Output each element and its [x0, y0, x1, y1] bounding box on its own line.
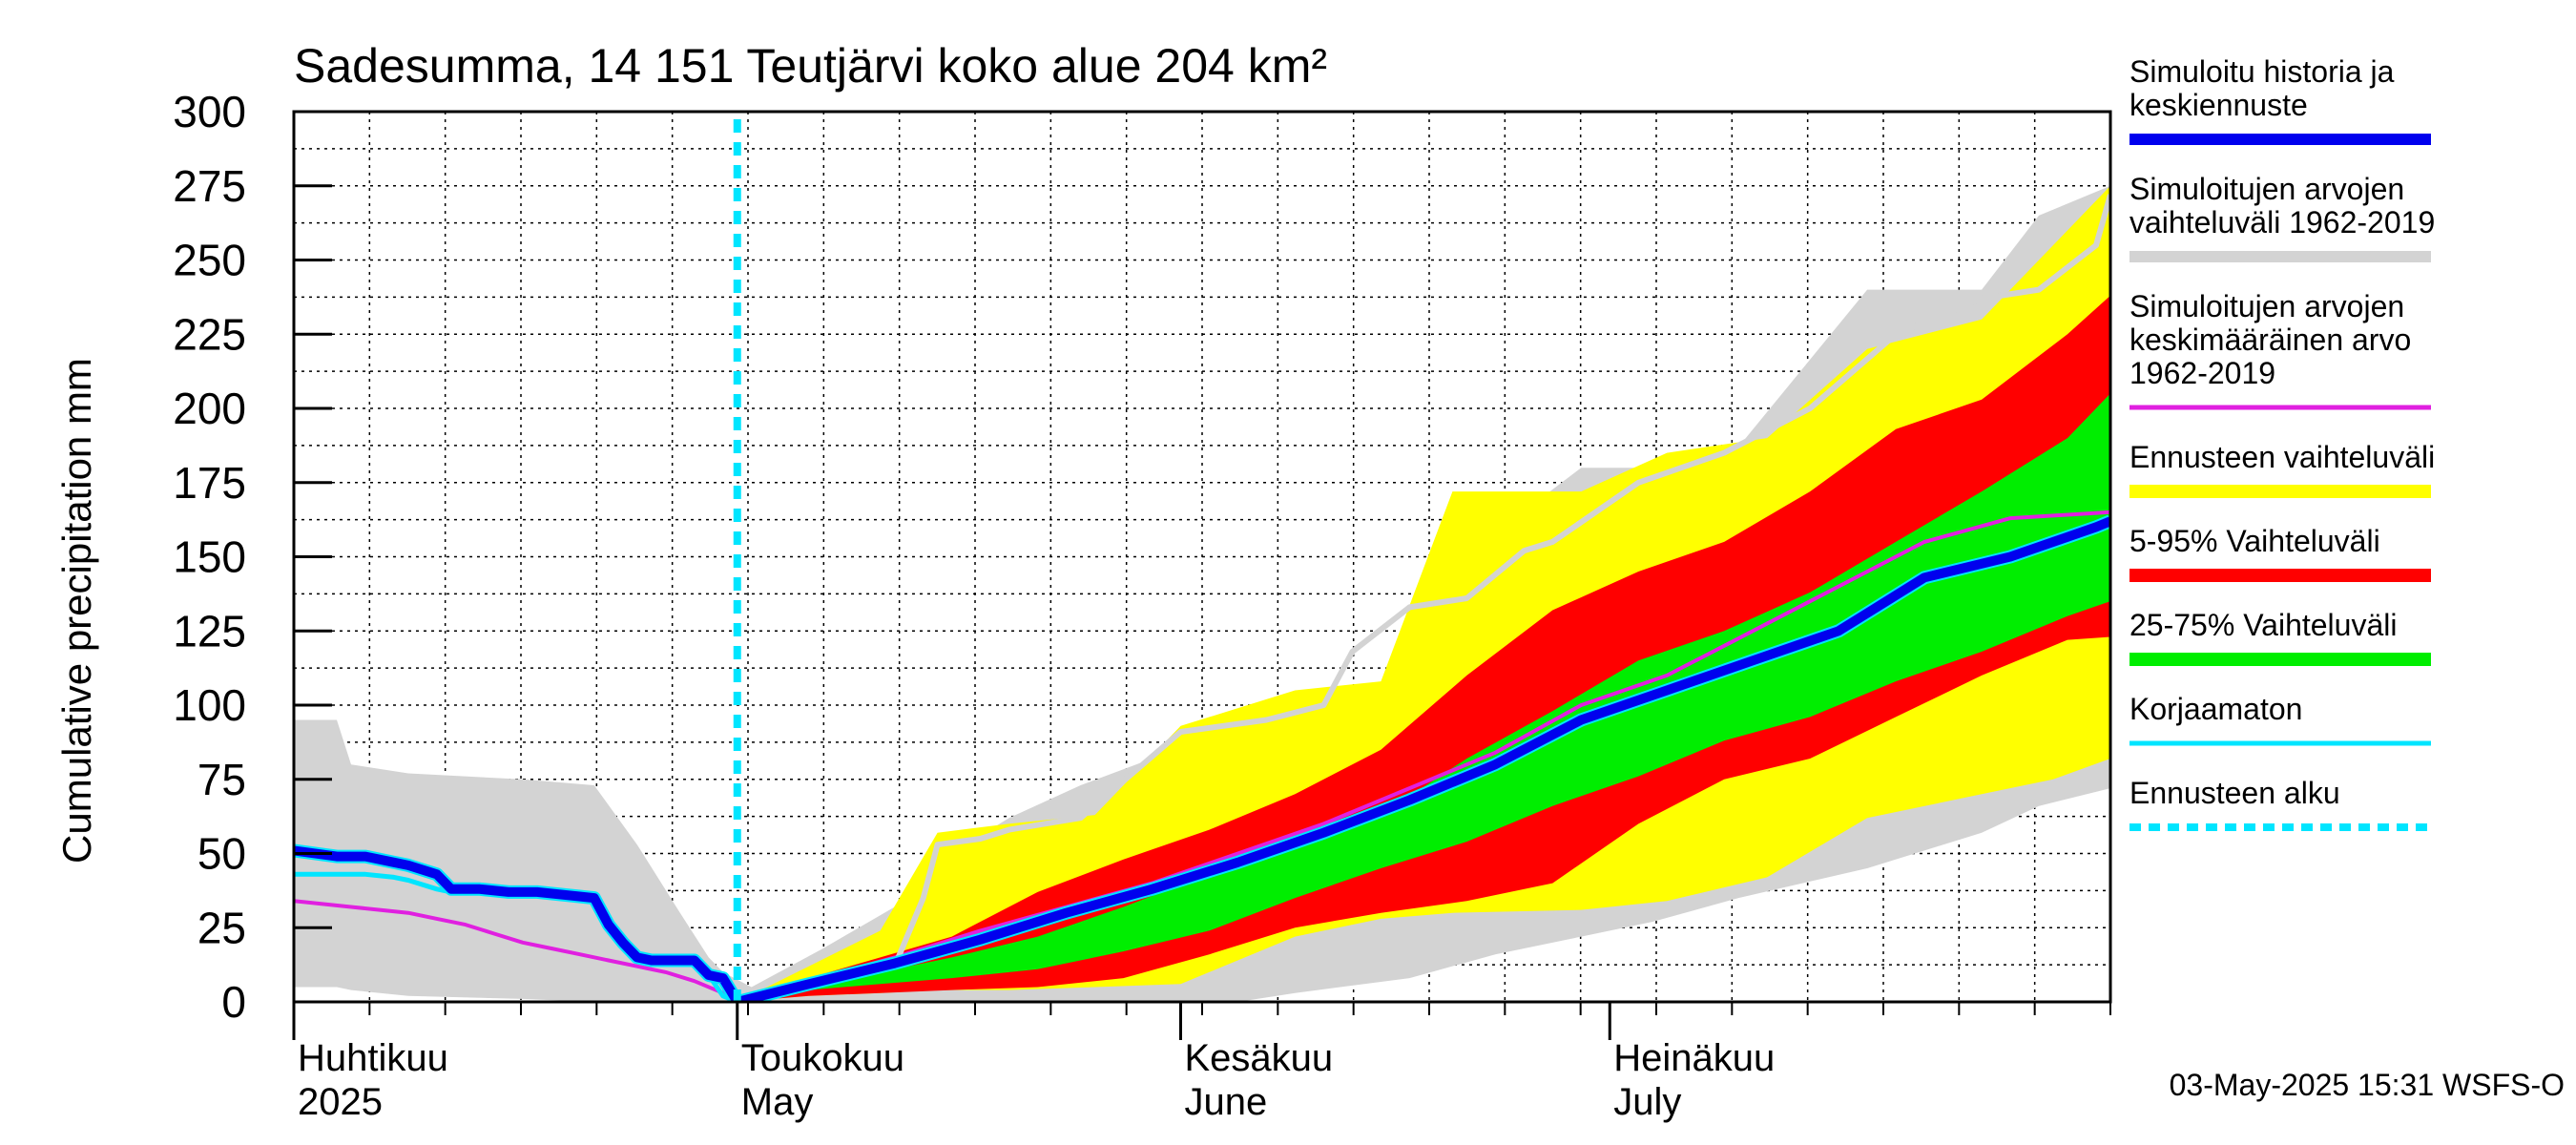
x-month-label: Heinäkuu	[1613, 1037, 1775, 1079]
band-00ee00	[737, 393, 2110, 1002]
y-tick-label: 25	[197, 903, 246, 952]
legend-label: Korjaamaton	[2129, 692, 2302, 726]
legend-label: Simuloitu historia ja	[2129, 54, 2395, 89]
legend-label: Simuloitujen arvojen	[2129, 289, 2404, 323]
y-tick-label: 225	[173, 309, 246, 359]
plot-area	[292, 110, 2112, 1004]
y-tick-label: 200	[173, 384, 246, 433]
y-axis-label: Cumulative precipitation mm	[54, 358, 99, 864]
series-line-0000ee	[294, 516, 2110, 1002]
y-tick-label: 150	[173, 532, 246, 582]
y-tick-label: 50	[197, 829, 246, 879]
legend-label: vaihteluväli 1962-2019	[2129, 205, 2435, 239]
chart-title: Sadesumma, 14 151 Teutjärvi koko alue 20…	[294, 39, 1327, 93]
timestamp-label: 03-May-2025 15:31 WSFS-O	[2170, 1068, 2565, 1102]
x-month-label: Huhtikuu	[298, 1037, 448, 1079]
legend-label: 5-95% Vaihteluväli	[2129, 524, 2380, 558]
y-tick-label: 125	[173, 606, 246, 656]
legend-label: Ennusteen vaihteluväli	[2129, 440, 2435, 474]
y-tick-label: 75	[197, 755, 246, 804]
legend-label: Simuloitujen arvojen	[2129, 172, 2404, 206]
y-tick-label: 175	[173, 458, 246, 508]
legend-label: keskimääräinen arvo	[2129, 323, 2411, 357]
x-month-sublabel: June	[1185, 1081, 1268, 1123]
legend-label: Ennusteen alku	[2129, 776, 2340, 810]
series-line-e020e0	[294, 510, 2110, 1002]
legend-label: 25-75% Vaihteluväli	[2129, 608, 2397, 642]
y-tick-label: 275	[173, 161, 246, 211]
legend-label: 1962-2019	[2129, 356, 2275, 390]
legend-label: keskiennuste	[2129, 88, 2308, 122]
y-tick-label: 0	[221, 977, 246, 1027]
x-month-sublabel: July	[1613, 1081, 1681, 1123]
y-axis: 0 25 50 75 100 125 150 175 200 225 250 275 300	[173, 87, 332, 1027]
y-tick-label: 100	[173, 680, 246, 730]
x-month-sublabel: 2025	[298, 1081, 383, 1123]
x-month-sublabel: May	[741, 1081, 814, 1123]
band-ffff00	[737, 185, 2110, 1002]
y-tick-label: 300	[173, 87, 246, 136]
y-tick-label: 250	[173, 236, 246, 285]
series-line-d3d3d3	[737, 194, 2110, 1002]
x-month-label: Toukokuu	[741, 1037, 904, 1079]
x-month-label: Kesäkuu	[1185, 1037, 1334, 1079]
